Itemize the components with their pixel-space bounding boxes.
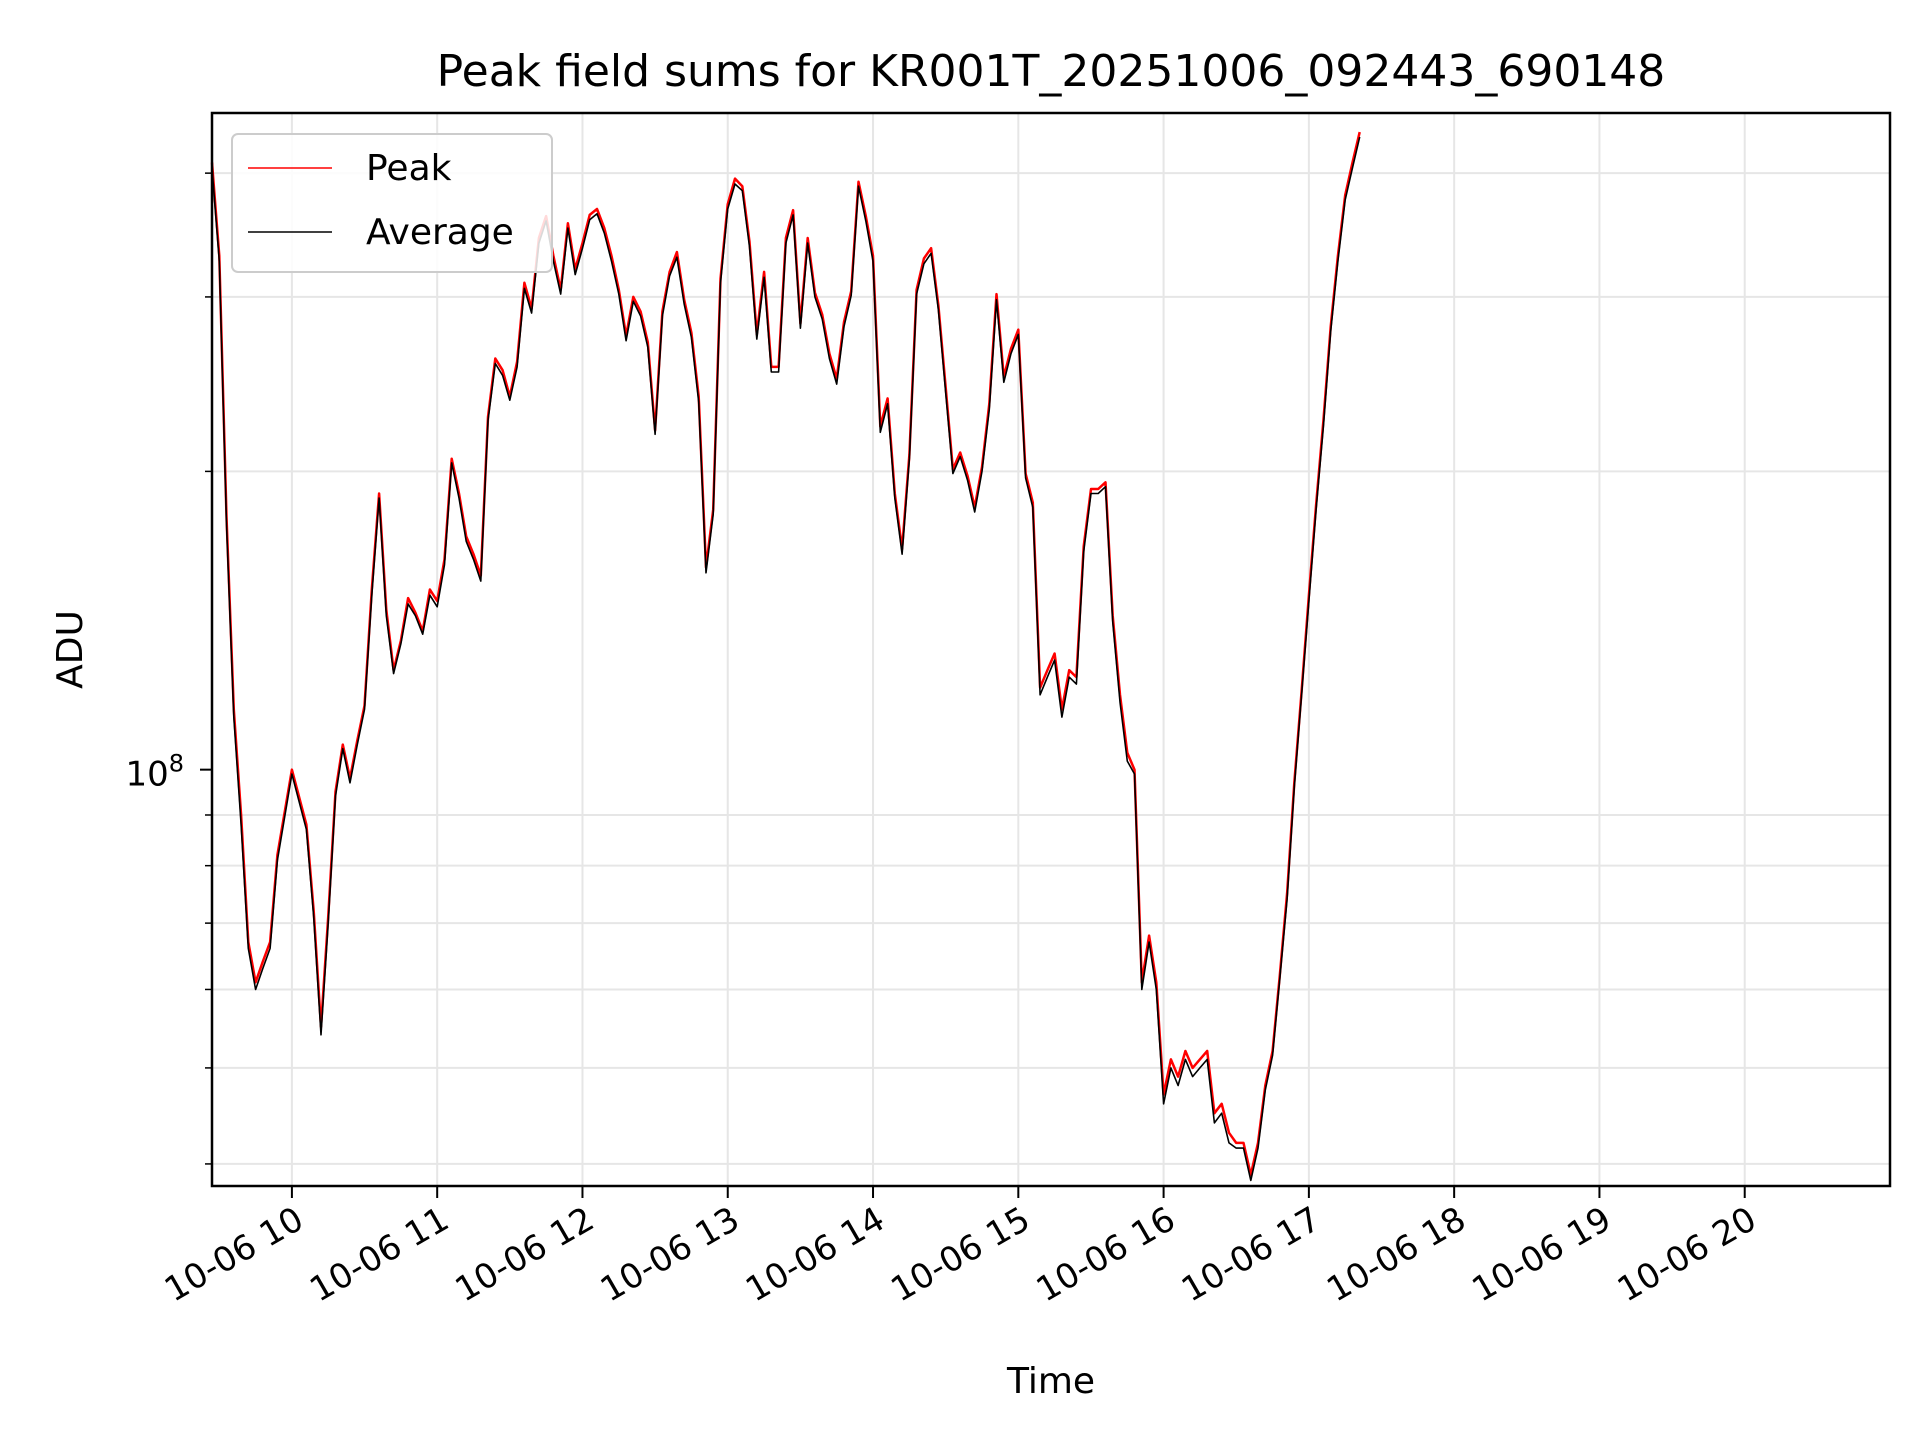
- legend: Peak Average: [231, 133, 553, 273]
- y-axis-label: ADU: [50, 610, 91, 689]
- series-group: [210, 131, 1361, 1182]
- series-line-peak: [210, 131, 1361, 1177]
- chart-title: Peak field sums for KR001T_20251006_0924…: [437, 46, 1666, 97]
- grid: [212, 113, 1890, 1186]
- y-tick-label: 108: [125, 750, 184, 795]
- x-axis-label: Time: [1006, 1361, 1095, 1402]
- series-line-average: [211, 136, 1361, 1182]
- legend-label-average: Average: [366, 212, 514, 253]
- plot-frame: [210, 111, 1892, 1188]
- legend-label-peak: Peak: [366, 148, 452, 189]
- y-axis-ticks: 108: [125, 172, 212, 1165]
